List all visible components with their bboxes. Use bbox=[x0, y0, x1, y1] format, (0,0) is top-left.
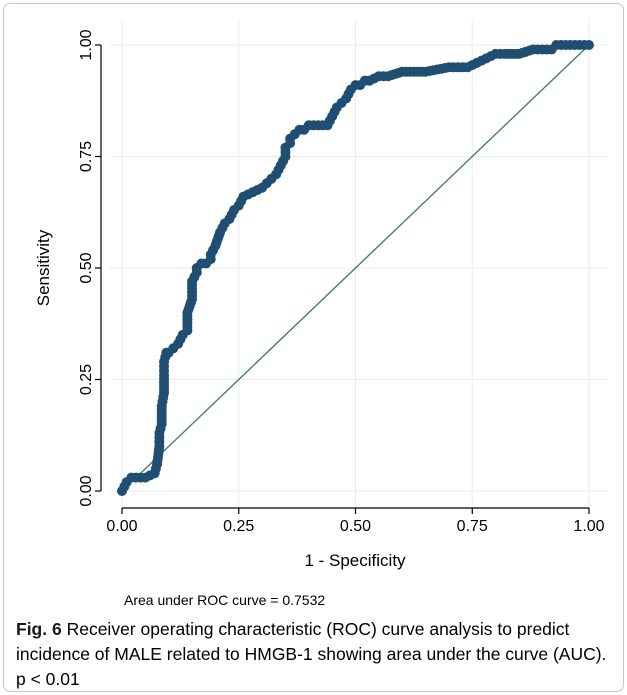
y-tick-label-3: 0.75 bbox=[78, 141, 95, 172]
series-layer bbox=[117, 40, 594, 496]
y-tick-label-1: 0.25 bbox=[78, 364, 95, 395]
x-tick-label-4: 1.00 bbox=[573, 518, 604, 535]
x-axis-label: 1 - Specificity bbox=[304, 551, 406, 570]
roc-chart: 0.00 0.25 0.50 0.75 1.00 0.00 0.25 0.50 0.75 1.00… bbox=[34, 8, 612, 570]
y-tick-label-0: 0.00 bbox=[78, 475, 95, 506]
figure-caption: Fig. 6 Receiver operating characteristic… bbox=[16, 617, 611, 692]
auc-note: Area under ROC curve = 0.7532 bbox=[124, 592, 326, 608]
tick-labels: 0.00 0.25 0.50 0.75 1.00 0.00 0.25 0.50 0.75 1.00 bbox=[78, 29, 605, 535]
x-tick-label-0: 0.00 bbox=[106, 518, 137, 535]
grid-lines bbox=[110, 20, 608, 508]
caption-label: Fig. 6 bbox=[16, 619, 62, 639]
caption-text: Receiver operating characteristic (ROC) … bbox=[16, 619, 607, 689]
plot-region bbox=[101, 8, 612, 519]
y-axis-label: Sensitivity bbox=[34, 229, 53, 306]
axes bbox=[95, 44, 590, 514]
roc-point bbox=[584, 40, 594, 50]
x-tick-label-2: 0.50 bbox=[340, 518, 371, 535]
reference-line bbox=[121, 44, 590, 492]
x-tick-label-3: 0.75 bbox=[457, 518, 488, 535]
y-tick-label-2: 0.50 bbox=[78, 252, 95, 283]
x-tick-label-1: 0.25 bbox=[223, 518, 254, 535]
y-tick-label-4: 1.00 bbox=[78, 29, 95, 60]
